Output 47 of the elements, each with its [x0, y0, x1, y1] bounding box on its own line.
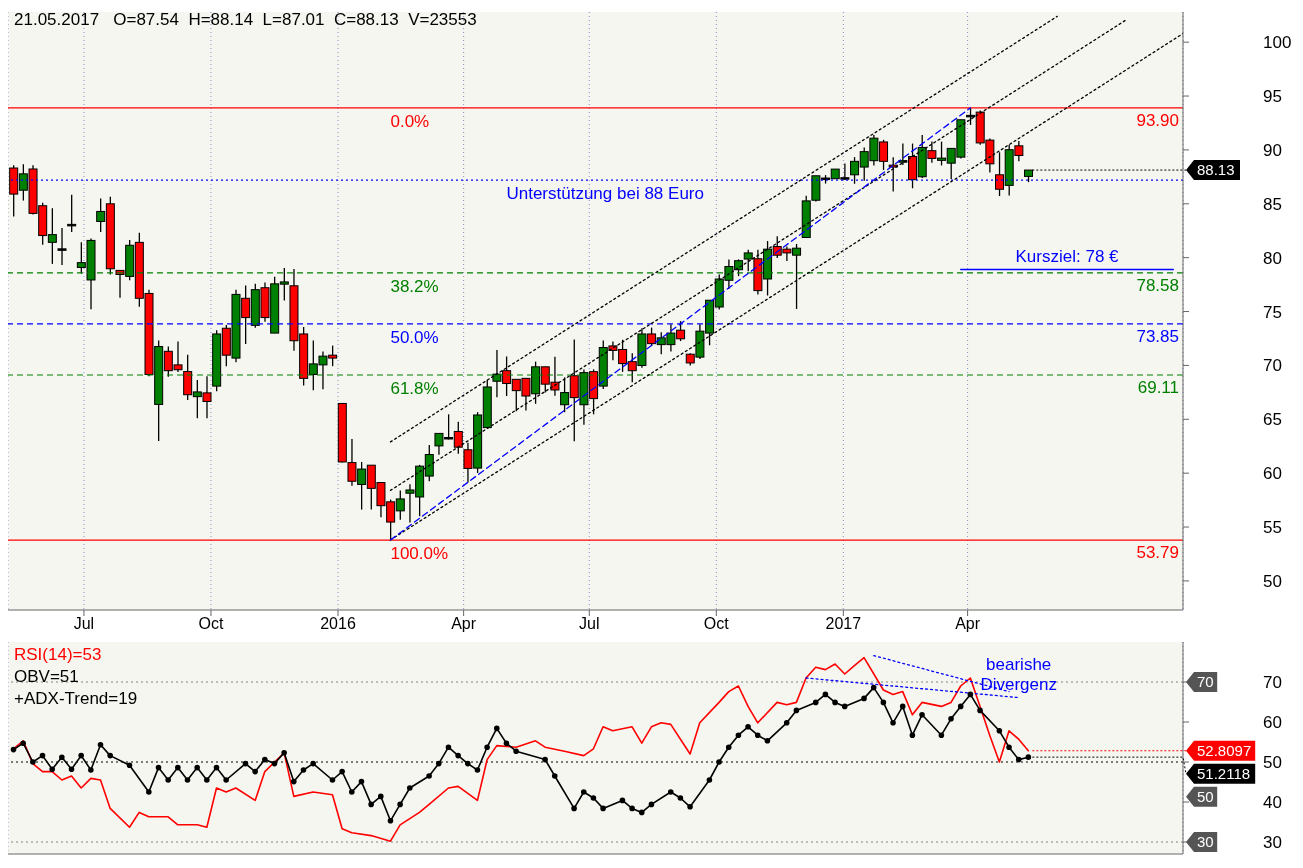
annotation: 50: [1197, 787, 1214, 805]
annotation: Unterstützung bei 88 Euro: [506, 184, 704, 204]
y-tick-label: 50: [1263, 753, 1282, 773]
y-tick-label: 70: [1263, 673, 1282, 693]
y-tick-label: 55: [1263, 518, 1282, 538]
y-tick-label: 60: [1263, 713, 1282, 733]
y-tick-label: 80: [1263, 248, 1282, 268]
annotation: 30: [1197, 833, 1214, 850]
ref-line-label: 78.58: [1136, 275, 1179, 295]
ref-line-label: 69.11: [1137, 378, 1179, 397]
ref-line-label: 73.85: [1136, 326, 1179, 346]
y-tick-label: 60: [1263, 464, 1282, 484]
text: RSI(14)=53: [14, 644, 103, 666]
annotation: 88.13: [1197, 161, 1235, 179]
y-tick-label: 30: [1263, 833, 1282, 853]
y-tick-label: 95: [1263, 87, 1282, 107]
ref-line-label: 93.90: [1136, 110, 1179, 130]
y-tick-label: 85: [1263, 194, 1282, 214]
annotation: Kursziel: 78 €: [1015, 246, 1120, 266]
chart-title: 21.05.2017 O=87.54 H=88.14 L=87.01 C=88.13 V=23553: [14, 10, 477, 30]
ref-line-label: 53.79: [1136, 543, 1179, 563]
annotation: 61.8%: [390, 379, 439, 398]
annotation: 52.8097: [1197, 741, 1252, 759]
y-tick-label: 100: [1263, 33, 1292, 53]
y-tick-label: 50: [1263, 571, 1282, 591]
x-tick-label: 2016: [320, 615, 356, 633]
annotation: 51.2118: [1197, 764, 1251, 782]
y-tick-label: 65: [1263, 410, 1282, 430]
y-tick-label: 40: [1263, 793, 1282, 813]
y-tick-label: 70: [1263, 356, 1282, 376]
annotation: bearishe Divergenz: [980, 654, 1057, 694]
x-tick-label: Oct: [198, 615, 224, 633]
annotation: +ADX-Trend=19: [14, 688, 138, 710]
x-tick-label: Oct: [703, 615, 730, 633]
x-tick-label: 2017: [825, 615, 862, 633]
x-tick-label: Jul: [579, 615, 600, 633]
text: OBV=51: [14, 666, 80, 688]
annotation: 70: [1197, 673, 1214, 690]
x-tick-label: Apr: [955, 615, 981, 633]
y-tick-label: 90: [1263, 140, 1282, 160]
annotation: 50.0%: [390, 327, 439, 347]
annotation: 100.0%: [390, 544, 449, 564]
annotation: 0.0%: [390, 111, 430, 131]
annotation: 38.2%: [390, 276, 439, 296]
y-tick-label: 75: [1263, 302, 1282, 322]
x-tick-label: Apr: [451, 615, 477, 633]
x-tick-label: Jul: [73, 615, 95, 633]
